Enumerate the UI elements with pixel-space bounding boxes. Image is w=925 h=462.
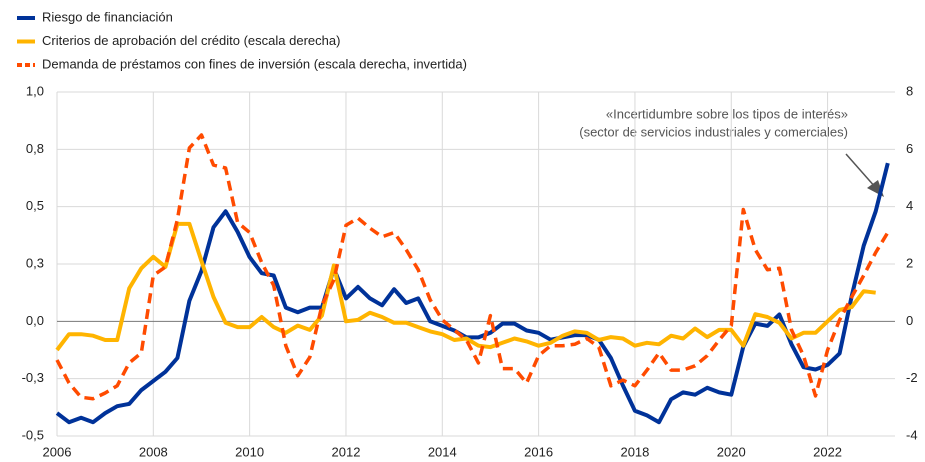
x-tick-label: 2022 xyxy=(813,444,842,459)
legend-label: Criterios de aprobación del crédito (esc… xyxy=(42,33,340,48)
legend-label: Demanda de préstamos con fines de invers… xyxy=(42,56,467,71)
y2-tick-label: 2 xyxy=(906,255,913,270)
legend-label: Riesgo de financiación xyxy=(42,9,173,24)
x-tick-label: 2016 xyxy=(524,444,553,459)
y2-tick-label: -2 xyxy=(906,370,918,385)
y2-tick-label: 0 xyxy=(906,313,913,328)
series-line xyxy=(55,221,876,352)
x-tick-label: 2010 xyxy=(235,444,264,459)
x-tick-label: 2020 xyxy=(717,444,746,459)
y-tick-label: 0,5 xyxy=(26,198,44,213)
y-tick-label: -0,3 xyxy=(22,370,44,385)
y2-tick-label: -4 xyxy=(906,427,918,442)
y2-tick-label: 8 xyxy=(906,83,913,98)
y-tick-label: 0,3 xyxy=(26,255,44,270)
x-tick-label: 2006 xyxy=(43,444,72,459)
y-tick-label: -0,5 xyxy=(22,427,44,442)
y-tick-label: 0,0 xyxy=(26,313,44,328)
annotation-arrow xyxy=(845,153,877,189)
x-tick-label: 2018 xyxy=(620,444,649,459)
annotation: (sector de servicios industriales y come… xyxy=(579,124,848,139)
y2-tick-label: 6 xyxy=(906,141,913,156)
series-line xyxy=(55,133,890,401)
x-tick-label: 2014 xyxy=(428,444,457,459)
x-tick-label: 2008 xyxy=(139,444,168,459)
y-tick-label: 0,8 xyxy=(26,141,44,156)
annotation: «Incertidumbre sobre los tipos de interé… xyxy=(606,106,848,121)
x-tick-label: 2012 xyxy=(332,444,361,459)
series-line xyxy=(55,162,890,425)
y-tick-label: 1,0 xyxy=(26,83,44,98)
y2-tick-label: 4 xyxy=(906,198,913,213)
